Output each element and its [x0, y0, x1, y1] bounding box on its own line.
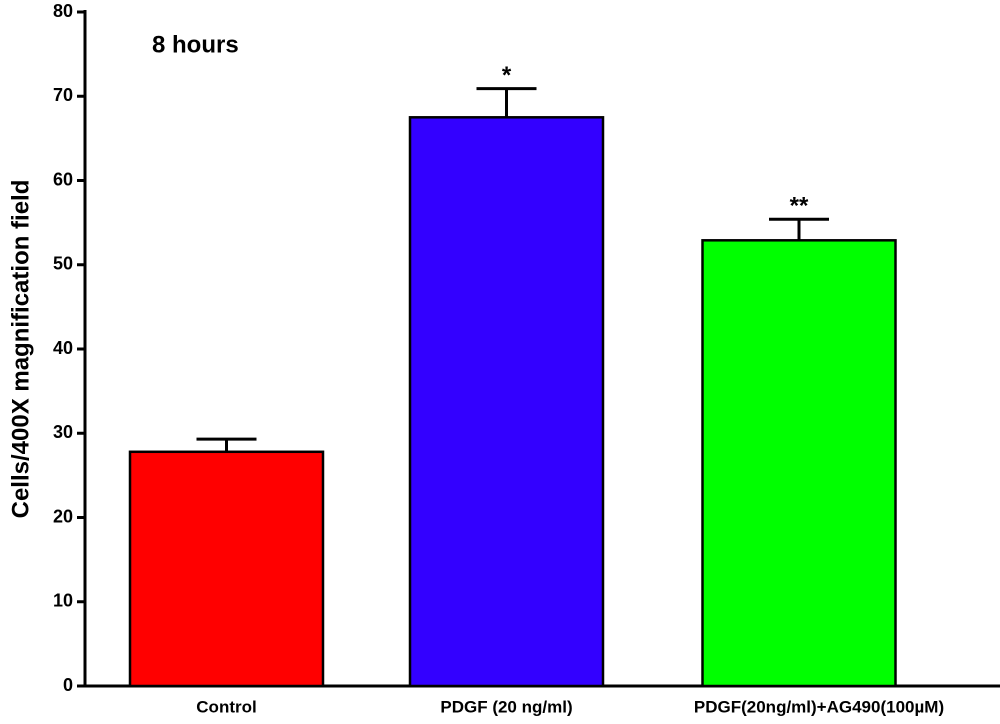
y-tick-label: 30 [53, 422, 73, 442]
y-tick-label: 0 [63, 675, 73, 695]
x-tick-label: PDGF(20ng/ml)+AG490(100µM) [694, 697, 944, 716]
chart-title: 8 hours [152, 31, 239, 58]
x-tick-label: Control [196, 697, 256, 716]
error-bar [769, 217, 829, 241]
significance-label: ** [790, 193, 809, 220]
y-axis-label: Cells/400X magnification field [7, 180, 34, 519]
y-tick-label: 20 [53, 506, 73, 526]
y-tick-label: 40 [53, 338, 73, 358]
y-tick-label: 70 [53, 85, 73, 105]
y-tick-label: 80 [53, 1, 73, 21]
significance-label: * [502, 62, 512, 89]
y-tick-label: 10 [53, 591, 73, 611]
bar [128, 450, 325, 688]
error-bar [476, 87, 537, 118]
x-tick-label: PDGF (20 ng/ml) [440, 697, 572, 716]
bar [408, 116, 605, 688]
error-bar [196, 437, 257, 452]
y-tick-label: 60 [53, 169, 73, 189]
bar [701, 239, 897, 688]
y-tick-label: 50 [53, 254, 73, 274]
